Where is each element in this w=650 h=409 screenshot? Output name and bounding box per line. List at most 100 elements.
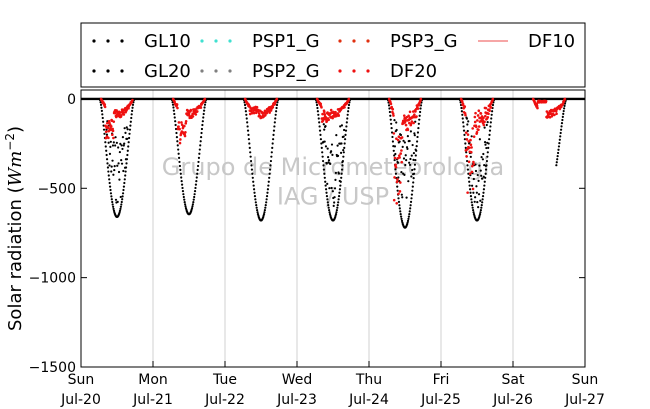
global-point <box>469 195 473 198</box>
global-point <box>556 151 560 155</box>
global-point <box>105 133 109 136</box>
diffuse-point <box>472 162 476 166</box>
global-point <box>464 146 467 150</box>
global-point <box>394 172 398 175</box>
global-point <box>343 138 347 141</box>
diffuse-point <box>466 133 470 136</box>
global-point <box>477 193 481 196</box>
diffuse-point <box>105 121 109 125</box>
diffuse-point <box>120 114 123 117</box>
global-point <box>113 168 116 172</box>
global-point <box>484 143 487 146</box>
legend-label: PSP3_G <box>390 31 458 52</box>
diffuse-point <box>319 102 323 106</box>
diffuse-point <box>324 116 328 119</box>
global-point <box>331 153 334 156</box>
global-point <box>398 207 401 210</box>
global-point <box>486 151 489 154</box>
global-point <box>334 213 338 216</box>
global-point <box>346 117 349 120</box>
diffuse-point <box>320 106 323 109</box>
diffuse-point <box>465 154 468 158</box>
diffuse-point <box>469 143 473 147</box>
diffuse-point <box>195 110 199 113</box>
global-point <box>202 112 205 116</box>
global-point <box>481 177 484 180</box>
y-tick-label: −1000 <box>29 271 76 287</box>
diffuse-point <box>469 150 473 154</box>
global-point <box>471 184 474 187</box>
diffuse-point <box>268 111 271 114</box>
legend-swatch <box>366 69 370 73</box>
global-point <box>463 138 467 141</box>
global-point <box>341 159 345 163</box>
global-point <box>127 145 130 148</box>
global-point <box>486 121 489 124</box>
global-point <box>486 155 489 158</box>
global-point <box>327 206 330 209</box>
global-point <box>402 139 405 142</box>
diffuse-point <box>176 106 179 110</box>
diffuse-point <box>347 97 351 101</box>
global-point <box>119 195 122 199</box>
global-point <box>397 200 401 203</box>
global-point <box>323 172 326 175</box>
global-point <box>480 206 483 209</box>
global-point <box>243 103 247 107</box>
global-point <box>246 125 249 128</box>
global-point <box>111 200 114 204</box>
diffuse-point <box>321 119 325 123</box>
global-point <box>328 213 332 216</box>
global-point <box>250 164 253 167</box>
global-point <box>477 179 480 183</box>
global-point <box>412 177 415 180</box>
global-point <box>330 150 333 153</box>
global-point <box>247 138 251 141</box>
global-point <box>120 144 123 147</box>
y-axis-label-unit: Wm <box>5 151 26 187</box>
diffuse-point <box>486 115 490 119</box>
diffuse-point <box>112 136 115 140</box>
diffuse-point <box>483 120 486 124</box>
global-point <box>478 214 481 217</box>
global-point <box>271 138 275 141</box>
global-point <box>488 133 491 136</box>
diffuse-point <box>397 135 401 138</box>
global-point <box>112 173 115 176</box>
global-point <box>484 168 488 171</box>
global-point <box>112 141 115 144</box>
diffuse-point <box>471 164 474 168</box>
global-point <box>319 138 323 141</box>
diffuse-point <box>415 115 418 118</box>
global-point <box>466 123 469 126</box>
global-point <box>124 131 127 134</box>
legend-swatch <box>352 39 356 43</box>
global-point <box>327 156 330 159</box>
legend-label: PSP1_G <box>252 31 320 52</box>
diffuse-point <box>391 112 395 115</box>
global-point <box>394 152 397 156</box>
diffuse-point <box>550 109 553 113</box>
global-point <box>173 116 176 119</box>
global-point <box>387 104 391 107</box>
diffuse-point <box>111 133 114 137</box>
diffuse-point <box>391 107 395 111</box>
global-point <box>333 187 337 190</box>
global-point <box>182 193 185 196</box>
diffuse-point <box>476 119 479 122</box>
global-point <box>120 200 123 204</box>
legend-swatch <box>92 39 96 43</box>
global-point <box>129 120 132 123</box>
global-point <box>193 195 196 199</box>
global-point <box>416 135 419 139</box>
diffuse-point <box>131 98 134 102</box>
global-point <box>270 155 273 158</box>
global-point <box>180 176 183 179</box>
global-point <box>201 120 204 123</box>
diffuse-point <box>471 187 475 191</box>
diffuse-point <box>114 115 118 119</box>
diffuse-point <box>416 107 420 110</box>
legend-box <box>80 22 586 88</box>
y-axis-label-exponent: −2 <box>3 133 17 151</box>
global-point <box>478 164 481 167</box>
